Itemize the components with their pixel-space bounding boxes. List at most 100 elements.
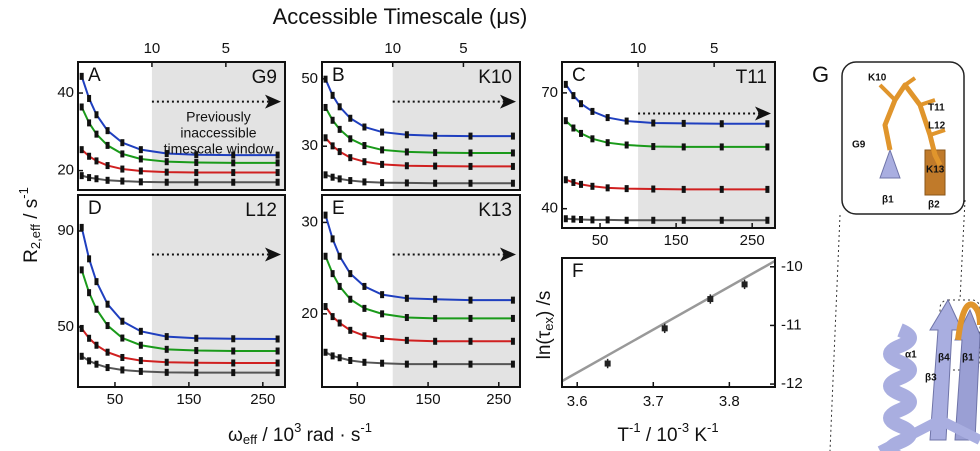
data-point bbox=[362, 358, 367, 366]
ss-label: β1 bbox=[962, 353, 974, 364]
frame bbox=[77, 194, 286, 388]
ss-label: β2 bbox=[928, 200, 940, 211]
residue-label: L12 bbox=[245, 200, 277, 221]
frame bbox=[321, 61, 521, 191]
data-point bbox=[120, 317, 125, 325]
loop bbox=[877, 414, 980, 451]
x-tick-label: 3.8 bbox=[719, 393, 740, 410]
x-tick-label: 150 bbox=[176, 391, 201, 408]
data-point bbox=[362, 332, 367, 340]
fit-line bbox=[80, 327, 278, 364]
y-tick-label: 40 bbox=[541, 200, 558, 217]
data-point bbox=[87, 174, 92, 182]
data-point bbox=[604, 360, 611, 367]
data-point bbox=[138, 178, 143, 186]
data-point bbox=[330, 313, 335, 321]
data-point bbox=[330, 270, 335, 278]
data-point bbox=[571, 215, 576, 223]
data-point bbox=[194, 178, 199, 186]
panel: 50 90 50 150 250 D L12 bbox=[57, 194, 286, 408]
x2-tick-label: 5 bbox=[459, 40, 467, 57]
data-point bbox=[624, 117, 629, 125]
data-point bbox=[330, 235, 335, 243]
data-point bbox=[404, 179, 409, 187]
ss-label: β3 bbox=[925, 373, 937, 384]
frame bbox=[321, 194, 521, 388]
loop-hl bbox=[955, 301, 980, 341]
data-point bbox=[323, 252, 328, 260]
fit-line bbox=[81, 174, 278, 184]
data-point bbox=[337, 282, 342, 290]
label-part: / 10 bbox=[641, 425, 678, 446]
data-point bbox=[468, 149, 473, 157]
label-part: ex bbox=[541, 317, 556, 331]
data-point bbox=[79, 103, 84, 111]
data-point bbox=[563, 176, 568, 184]
fit-line bbox=[565, 217, 768, 222]
data-point bbox=[120, 150, 125, 158]
y-tick-label: -12 bbox=[781, 375, 803, 392]
data-point bbox=[433, 162, 438, 170]
data-point bbox=[330, 142, 335, 150]
data-point bbox=[323, 103, 328, 111]
data-point bbox=[624, 185, 629, 193]
data-point bbox=[468, 296, 473, 304]
data-point bbox=[275, 151, 280, 159]
data-point bbox=[719, 120, 724, 128]
panel: 20 40 10 5 A G9 Previouslyinaccessibletimescal… bbox=[57, 40, 286, 191]
data-point bbox=[605, 139, 610, 147]
data-point bbox=[681, 143, 686, 151]
label-part: ) /s bbox=[534, 291, 555, 317]
data-point bbox=[87, 94, 92, 102]
arrow-head bbox=[500, 247, 516, 262]
fit-line bbox=[324, 255, 513, 320]
data-point bbox=[164, 168, 169, 176]
data-point bbox=[605, 184, 610, 192]
data-point bbox=[380, 128, 385, 136]
data-point bbox=[563, 80, 568, 88]
panel-label: E bbox=[332, 198, 345, 219]
annotation: inaccessible bbox=[180, 124, 256, 140]
panel: 40 70 50 150 250 10 5 C T11 bbox=[541, 40, 776, 249]
data-point bbox=[433, 179, 438, 187]
data-point bbox=[105, 322, 110, 330]
arrow-head bbox=[265, 94, 281, 109]
y-tick-label: 30 bbox=[301, 213, 318, 230]
data-point bbox=[651, 119, 656, 127]
x-axis-label: ωeff / 103 rad · s-1 bbox=[228, 420, 372, 447]
data-point bbox=[94, 130, 99, 138]
data-point bbox=[120, 366, 125, 374]
data-point bbox=[94, 175, 99, 183]
fit-line bbox=[325, 173, 513, 185]
y-tick-label: 20 bbox=[57, 162, 74, 179]
fit-line bbox=[80, 76, 278, 157]
data-point bbox=[94, 278, 99, 286]
data-point bbox=[194, 359, 199, 367]
ss-label: β4 bbox=[938, 353, 950, 364]
data-point bbox=[330, 91, 335, 99]
data-point bbox=[79, 324, 84, 332]
data-point bbox=[510, 296, 515, 304]
fit-line bbox=[561, 259, 776, 383]
data-point bbox=[362, 304, 367, 312]
data-point bbox=[231, 159, 236, 167]
data-point bbox=[194, 151, 199, 159]
fit-line bbox=[324, 106, 513, 154]
data-point bbox=[433, 314, 438, 322]
x-tick-label: 50 bbox=[107, 391, 124, 408]
fit-line bbox=[564, 83, 768, 125]
data-point bbox=[87, 289, 92, 297]
data-point bbox=[362, 123, 367, 131]
data-point bbox=[404, 360, 409, 368]
y-axis-label: R2,eff / s-1 bbox=[16, 187, 43, 263]
data-point bbox=[719, 185, 724, 193]
panel-label: C bbox=[572, 65, 586, 86]
data-point bbox=[404, 294, 409, 302]
data-point bbox=[348, 114, 353, 122]
data-point bbox=[605, 114, 610, 122]
data-point bbox=[120, 177, 125, 185]
data-point bbox=[337, 103, 342, 111]
data-point bbox=[571, 124, 576, 132]
data-point bbox=[337, 148, 342, 156]
data-point bbox=[348, 154, 353, 162]
